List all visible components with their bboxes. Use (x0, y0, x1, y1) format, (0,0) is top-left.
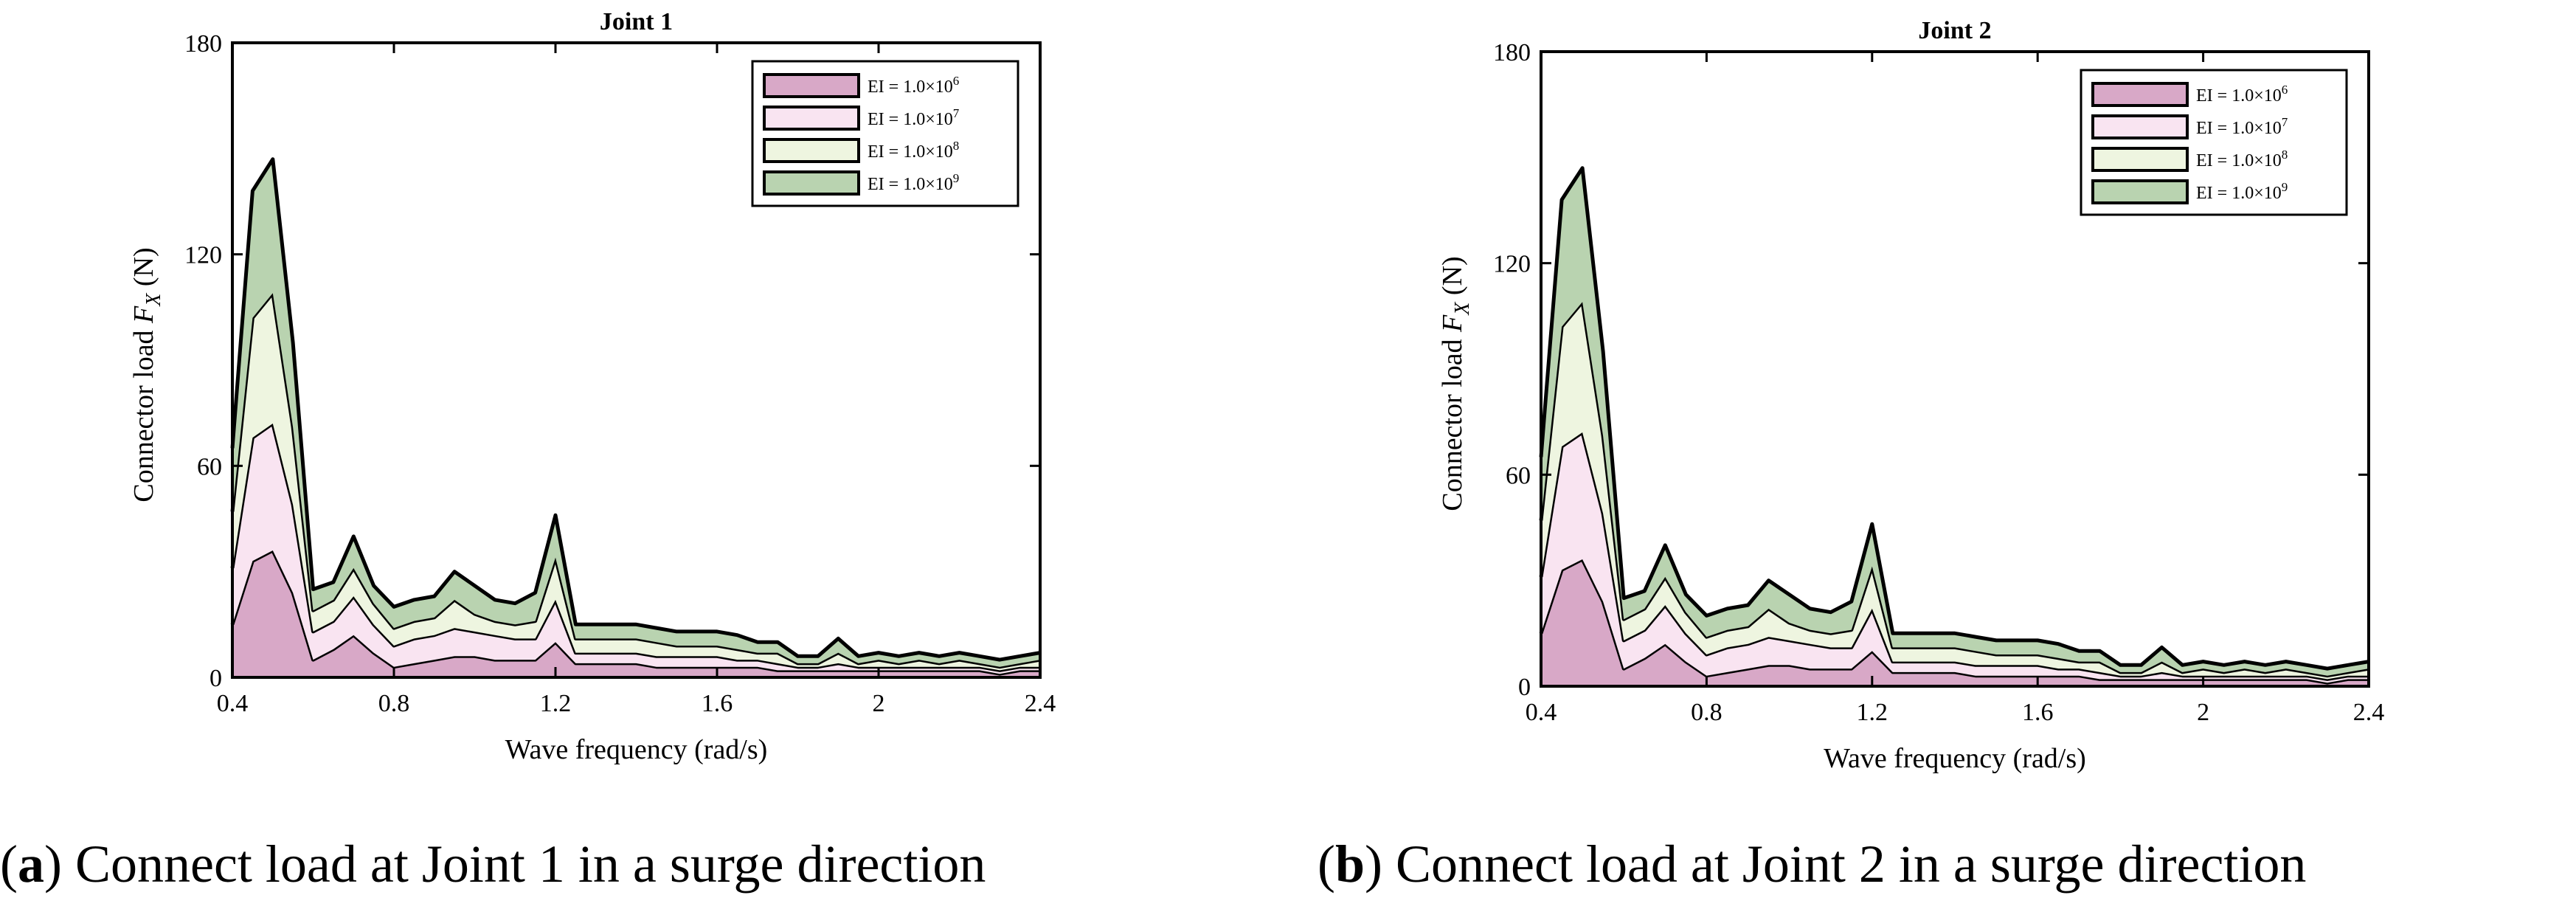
x-tick-label: 1.2 (1857, 699, 1888, 726)
legend-label-exp: 7 (953, 106, 960, 120)
caption-b-text: ) Connect load at Joint 2 in a surge dir… (1365, 835, 2307, 894)
series-line-4 (230, 157, 1041, 662)
x-tick-label: 0.8 (1691, 699, 1722, 726)
y-axis-label: Connector load FX (N) (128, 247, 165, 502)
legend-swatch (763, 138, 860, 163)
x-tick-label: 2 (873, 690, 885, 717)
chart-title: Joint 1 (600, 8, 673, 35)
y-axis-label-unit: (N) (128, 247, 159, 293)
legend-item-1: EI = 1.0×106 (763, 73, 959, 98)
axes-frame (231, 41, 1042, 679)
legend-label-text: EI = 1.0×10 (2196, 119, 2282, 138)
x-tick-label: 1.6 (702, 690, 733, 717)
legend-label: EI = 1.0×109 (2196, 180, 2288, 203)
caption-b: (b) Connect load at Joint 2 in a surge d… (1318, 835, 2307, 894)
legend-label: EI = 1.0×108 (868, 139, 959, 162)
y-axis-label-var: F (128, 305, 159, 324)
y-tick-label: 180 (184, 30, 222, 58)
legend-label-text: EI = 1.0×10 (868, 77, 953, 97)
legend-label: EI = 1.0×109 (868, 171, 959, 194)
legend-swatch (2091, 147, 2189, 172)
caption-b-label: b (1334, 835, 1365, 894)
y-axis-label-text: Connector load (1437, 332, 1468, 511)
caption-a-label: a (17, 835, 44, 894)
legend-label: EI = 1.0×106 (2196, 83, 2288, 106)
x-tick-label: 0.8 (378, 690, 410, 717)
legend-swatch (2091, 114, 2189, 139)
y-tick-label: 0 (1518, 674, 1531, 701)
y-axis-label-sub: X (1451, 302, 1474, 316)
x-tick-label: 0.4 (217, 690, 249, 717)
series-area-1 (232, 550, 1040, 677)
y-tick-label: 120 (184, 242, 222, 269)
caption-a: (a) Connect load at Joint 1 in a surge d… (0, 835, 986, 894)
legend-swatch (2091, 179, 2189, 204)
series-area-2 (232, 424, 1040, 674)
y-tick-label: 180 (1493, 39, 1531, 66)
legend-label-exp: 6 (2282, 83, 2288, 97)
x-axis-label: Wave frequency (rad/s) (505, 734, 768, 765)
legend-label-exp: 7 (2282, 115, 2288, 129)
legend-label-exp: 9 (953, 171, 960, 185)
y-axis-label: Connector load FX (N) (1437, 256, 1474, 511)
x-tick-label: 2.4 (1025, 690, 1056, 717)
legend-label-text: EI = 1.0×10 (868, 110, 953, 129)
series-area-1 (1541, 559, 2369, 686)
caption-a-text: ) Connect load at Joint 1 in a surge dir… (44, 835, 986, 894)
x-axis-label: Wave frequency (rad/s) (1824, 743, 2086, 774)
y-axis-label-unit: (N) (1437, 256, 1468, 302)
x-tick-label: 2.4 (2353, 699, 2385, 726)
legend-label: EI = 1.0×106 (868, 74, 959, 97)
y-tick-label: 60 (197, 453, 222, 480)
legend-swatch (763, 170, 860, 196)
y-axis-label-sub: X (142, 293, 165, 307)
legend-item-1: EI = 1.0×106 (2091, 82, 2288, 107)
legend-item-4: EI = 1.0×109 (2091, 179, 2288, 204)
legend-item-3: EI = 1.0×108 (763, 138, 959, 163)
legend-label-text: EI = 1.0×10 (2196, 86, 2282, 106)
legend-label-text: EI = 1.0×10 (2196, 184, 2282, 203)
legend-item-2: EI = 1.0×107 (2091, 114, 2288, 139)
legend-label: EI = 1.0×107 (2196, 115, 2288, 138)
y-tick-label: 60 (1506, 462, 1531, 489)
legend-swatch (763, 73, 860, 98)
series-line-4 (1539, 166, 2369, 671)
x-tick-label: 1.6 (2022, 699, 2054, 726)
legend-label: EI = 1.0×108 (2196, 148, 2288, 170)
x-tick-label: 1.2 (540, 690, 572, 717)
y-axis-label-text: Connector load (128, 323, 159, 502)
axes-frame (1540, 50, 2370, 688)
legend-item-2: EI = 1.0×107 (763, 106, 960, 131)
legend-label-exp: 8 (2282, 148, 2288, 162)
legend-label-text: EI = 1.0×10 (868, 175, 953, 194)
y-tick-label: 0 (210, 665, 222, 692)
x-tick-label: 2 (2197, 699, 2209, 726)
legend-label-exp: 8 (953, 139, 960, 153)
legend-label-exp: 9 (2282, 180, 2288, 194)
legend-label: EI = 1.0×107 (868, 106, 960, 129)
chart-panel-joint-1: 0 60 120 180 0.4 0.8 1.2 1.6 2 2.4 Joint 1 Wave fre… (0, 8, 1056, 894)
legend-swatch (763, 106, 860, 131)
legend-swatch (2091, 82, 2189, 107)
chart-panel-joint-2: 0 60 120 180 0.4 0.8 1.2 1.6 2 2.4 Joint 2 Wave fre… (1288, 0, 2576, 912)
chart-joint-1: 0 60 120 180 0.4 0.8 1.2 1.6 2 2.4 Joint 1 Wave fre… (128, 8, 1056, 765)
series-area-2 (1541, 432, 2369, 683)
legend-item-4: EI = 1.0×109 (763, 170, 959, 196)
legend-item-3: EI = 1.0×108 (2091, 147, 2288, 172)
chart-joint-2: 0 60 120 180 0.4 0.8 1.2 1.6 2 2.4 Joint 2 Wave fre… (1437, 17, 2385, 774)
legend-label-exp: 6 (953, 74, 960, 88)
y-tick-label: 120 (1493, 251, 1531, 278)
legend-label-text: EI = 1.0×10 (2196, 151, 2282, 170)
x-tick-label: 0.4 (1526, 699, 1557, 726)
legend-label-text: EI = 1.0×10 (868, 142, 953, 162)
y-axis-label-var: F (1437, 314, 1468, 333)
chart-title: Joint 2 (1918, 17, 1991, 44)
